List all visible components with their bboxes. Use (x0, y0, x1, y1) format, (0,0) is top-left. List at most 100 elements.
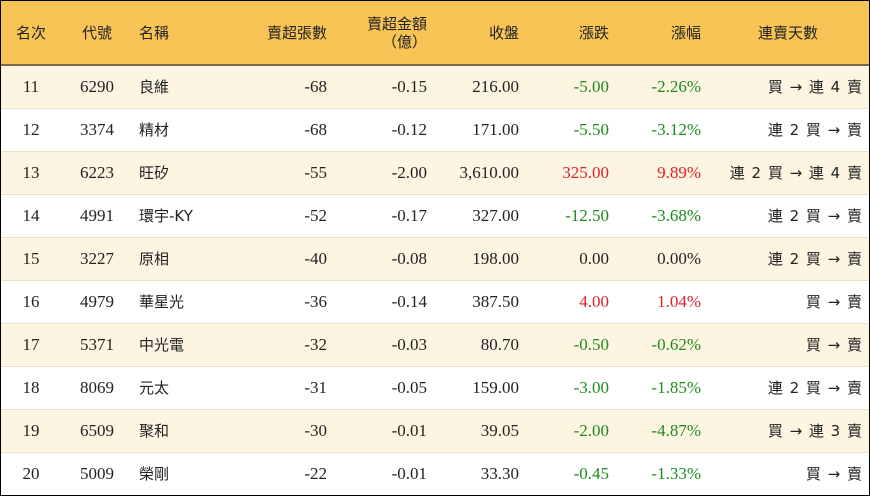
stock-code-cell: 4991 (80, 205, 114, 225)
stock-name-cell: 華星光 (139, 293, 185, 311)
table-row[interactable]: 19 6509 聚和 -30 -0.01 39.05 -2.00 -4.87% 買 → 連 3 … (1, 409, 869, 452)
net-amount-cell: -0.14 (391, 291, 427, 311)
stock-name-cell: 環宇-KY (139, 207, 193, 225)
change-cell: -0.45 (573, 463, 609, 483)
net-shares-cell: -32 (304, 334, 327, 354)
streak-cell: 連 2 買 → 賣 (767, 379, 863, 397)
header-change[interactable]: 漲跌 (578, 23, 609, 42)
change-pct-cell: -3.12% (651, 119, 701, 139)
stock-name-cell: 原相 (139, 250, 170, 268)
change-cell: 0.00 (579, 248, 609, 268)
change-pct-cell: -1.85% (651, 377, 701, 397)
streak-cell: 買 → 賣 (805, 336, 863, 354)
net-amount-cell: -0.08 (391, 248, 427, 268)
net-shares-cell: -30 (304, 420, 327, 440)
net-shares-cell: -52 (304, 205, 327, 225)
net-amount-cell: -0.12 (391, 119, 427, 139)
table-row[interactable]: 14 4991 環宇-KY -52 -0.17 327.00 -12.50 -3.68% 連 2… (1, 194, 869, 237)
stock-code-cell: 3227 (80, 248, 114, 268)
rank-cell: 17 (22, 334, 40, 354)
net-amount-cell: -0.15 (391, 76, 427, 96)
close-price-cell: 198.00 (472, 248, 519, 268)
table-row[interactable]: 11 6290 良維 -68 -0.15 216.00 -5.00 -2.26% 買 → 連 4… (1, 65, 869, 108)
table-row[interactable]: 12 3374 精材 -68 -0.12 171.00 -5.50 -3.12% 連 2 買 →… (1, 108, 869, 151)
header-net-shares[interactable]: 賣超張數 (266, 23, 327, 42)
stock-code-cell: 6223 (80, 162, 114, 182)
rank-cell: 20 (22, 463, 40, 483)
header-net-amount-line1: 賣超金額 (366, 14, 427, 33)
net-shares-cell: -68 (304, 119, 327, 139)
header-net-amount-line2: （億） (381, 32, 427, 51)
rank-cell: 15 (22, 248, 40, 268)
stock-code-cell: 5009 (80, 463, 114, 483)
net-shares-cell: -68 (304, 76, 327, 96)
change-pct-cell: 0.00% (657, 248, 701, 268)
stock-name-cell: 旺矽 (139, 164, 170, 182)
streak-cell: 買 → 連 3 賣 (767, 422, 863, 440)
table-row[interactable]: 18 8069 元太 -31 -0.05 159.00 -3.00 -1.85% 連 2 買 →… (1, 366, 869, 409)
close-price-cell: 39.05 (480, 420, 519, 440)
change-cell: -5.00 (573, 76, 609, 96)
rank-cell: 16 (22, 291, 40, 311)
header-close[interactable]: 收盤 (488, 23, 519, 42)
rank-cell: 13 (22, 162, 40, 182)
close-price-cell: 33.30 (480, 463, 519, 483)
rank-cell: 14 (22, 205, 40, 225)
streak-cell: 連 2 買 → 連 4 賣 (729, 164, 863, 182)
stock-code-cell: 6290 (80, 76, 114, 96)
rank-cell: 18 (22, 377, 40, 397)
table-body: 11 6290 良維 -68 -0.15 216.00 -5.00 -2.26% 買 → 連 4… (1, 65, 869, 495)
net-shares-cell: -36 (304, 291, 327, 311)
stock-name-cell: 良維 (139, 78, 170, 97)
table-row[interactable]: 16 4979 華星光 -36 -0.14 387.50 4.00 1.04% 買 → 賣 (1, 280, 869, 323)
net-amount-cell: -0.01 (391, 463, 427, 483)
change-cell: -3.00 (573, 377, 609, 397)
header-name[interactable]: 名稱 (139, 23, 170, 42)
stock-code-cell: 6509 (80, 420, 114, 440)
table-row[interactable]: 13 6223 旺矽 -55 -2.00 3,610.00 325.00 9.89% 連 2 買… (1, 151, 869, 194)
table-row[interactable]: 20 5009 榮剛 -22 -0.01 33.30 -0.45 -1.33% 買 → 賣 (1, 452, 869, 495)
header-net-amount[interactable]: 賣超金額 （億） (333, 1, 433, 65)
stock-name-cell: 中光電 (139, 336, 185, 354)
stock-code-cell: 8069 (80, 377, 114, 397)
change-cell: 4.00 (579, 291, 609, 311)
table-row[interactable]: 15 3227 原相 -40 -0.08 198.00 0.00 0.00% 連 2 買 → 賣 (1, 237, 869, 280)
change-cell: -12.50 (565, 205, 609, 225)
change-cell: -5.50 (573, 119, 609, 139)
streak-cell: 連 2 買 → 賣 (767, 121, 863, 139)
rank-cell: 11 (22, 76, 40, 96)
change-pct-cell: -4.87% (651, 420, 701, 440)
change-pct-cell: -2.26% (651, 76, 701, 96)
rank-cell: 12 (22, 119, 40, 139)
net-shares-cell: -31 (304, 377, 327, 397)
close-price-cell: 216.00 (472, 76, 519, 96)
header-rank[interactable]: 名次 (15, 23, 46, 42)
change-cell: 325.00 (562, 162, 609, 182)
change-pct-cell: -0.62% (651, 334, 701, 354)
header-change-pct[interactable]: 漲幅 (670, 23, 701, 42)
change-pct-cell: 1.04% (657, 291, 701, 311)
change-cell: -0.50 (573, 334, 609, 354)
close-price-cell: 3,610.00 (459, 162, 520, 182)
header-streak[interactable]: 連賣天數 (757, 23, 818, 42)
close-price-cell: 327.00 (472, 205, 519, 225)
streak-cell: 買 → 賣 (805, 465, 863, 484)
net-amount-cell: -0.05 (391, 377, 427, 397)
change-cell: -2.00 (573, 420, 609, 440)
streak-cell: 連 2 買 → 賣 (767, 207, 863, 225)
stock-name-cell: 精材 (139, 121, 170, 139)
stock-name-cell: 榮剛 (139, 465, 170, 484)
streak-cell: 買 → 連 4 賣 (767, 78, 863, 97)
stock-name-cell: 元太 (139, 379, 170, 397)
net-shares-cell: -40 (304, 248, 327, 268)
streak-cell: 買 → 賣 (805, 293, 863, 311)
table-row[interactable]: 17 5371 中光電 -32 -0.03 80.70 -0.50 -0.62% 買 → 賣 (1, 323, 869, 366)
change-pct-cell: -3.68% (651, 205, 701, 225)
net-amount-cell: -0.01 (391, 420, 427, 440)
change-pct-cell: 9.89% (657, 162, 701, 182)
close-price-cell: 387.50 (472, 291, 519, 311)
header-code[interactable]: 代號 (81, 23, 112, 42)
net-shares-cell: -55 (304, 162, 327, 182)
stock-code-cell: 5371 (80, 334, 114, 354)
